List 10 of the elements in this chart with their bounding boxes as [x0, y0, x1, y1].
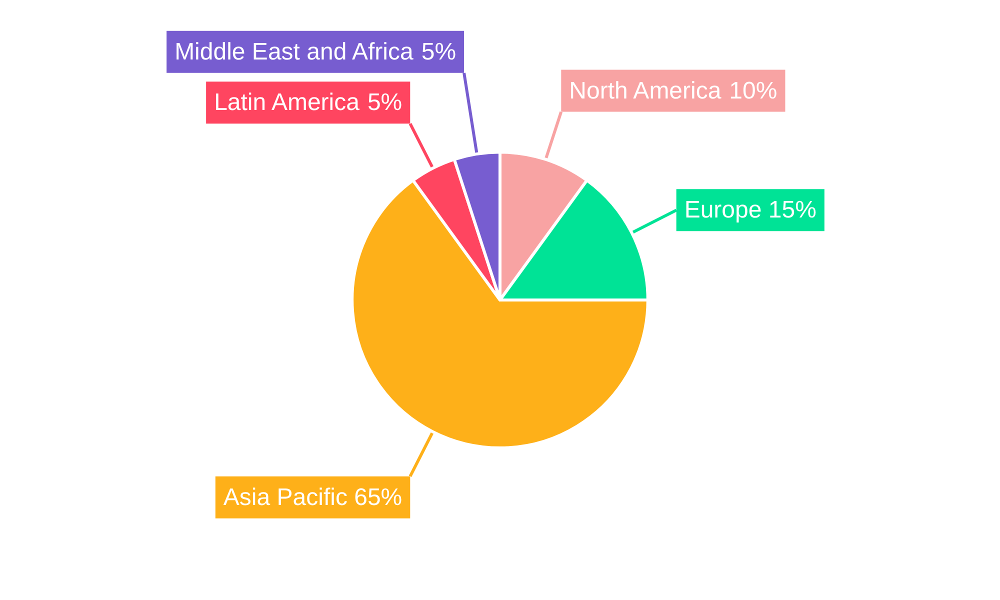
- slice-label: Middle East and Africa: [174, 38, 414, 66]
- data-label: 5%: [421, 38, 456, 66]
- data-label: 5%: [367, 89, 402, 116]
- slice-label: Latin America: [214, 89, 360, 116]
- slice-label: Europe: [684, 196, 762, 224]
- slice-label: Asia Pacific: [223, 484, 348, 511]
- data-label: 10%: [729, 77, 778, 104]
- data-label: 15%: [768, 196, 816, 224]
- data-label: 65%: [354, 484, 402, 511]
- slice-label: North America: [569, 77, 722, 104]
